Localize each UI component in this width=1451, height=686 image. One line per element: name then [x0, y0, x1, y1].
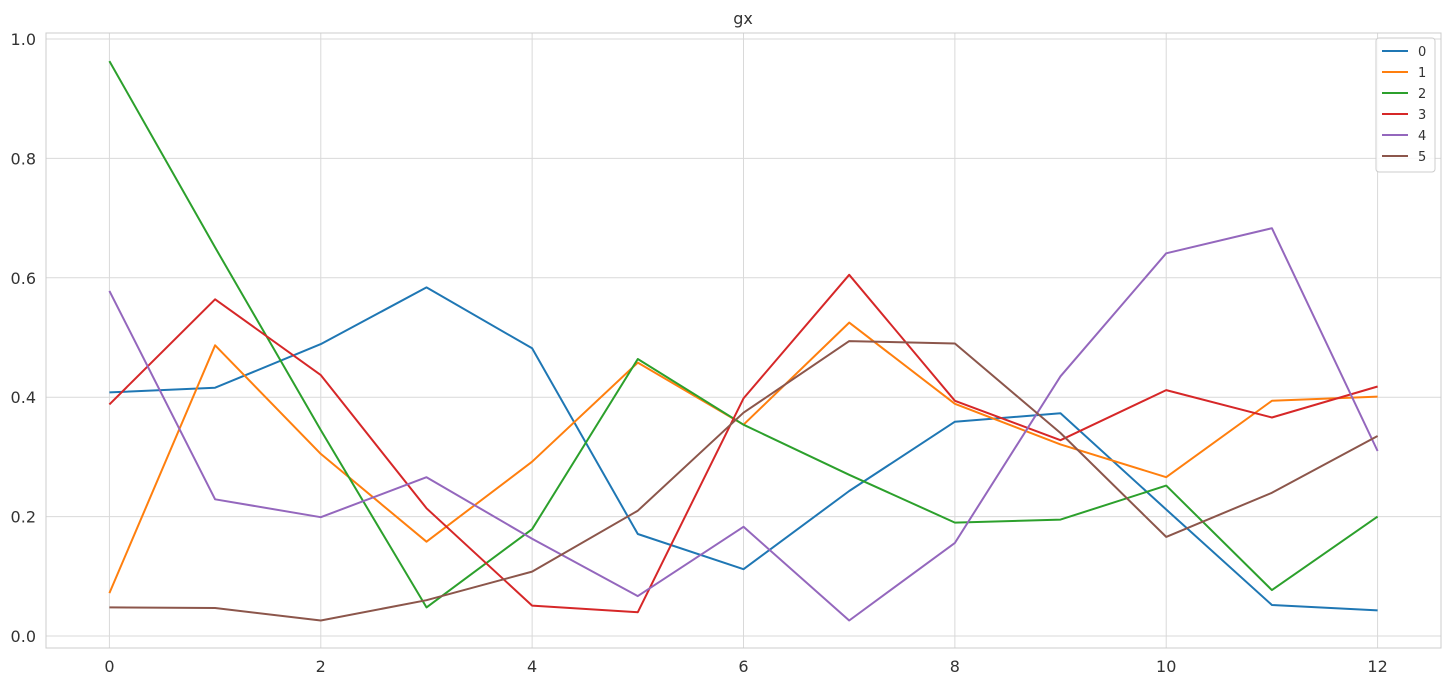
x-tick-label: 10: [1156, 657, 1176, 676]
legend-label: 3: [1418, 108, 1426, 123]
x-tick-label: 6: [738, 657, 748, 676]
legend: 0 1 2 3 4 5: [1375, 37, 1436, 173]
tick-labels: 0 2 4 6 8 10 12 0.0 0.2 0.4 0.6 0.8 1.0: [11, 30, 1388, 676]
grid-lines: [46, 33, 1441, 648]
series-lines: [108, 60, 1379, 622]
series-line-3: [108, 273, 1378, 614]
plot-frame: [45, 32, 1442, 649]
y-tick-label: 0.6: [11, 269, 36, 288]
legend-label: 0: [1418, 45, 1426, 60]
series-line-0: [109, 286, 1378, 612]
legend-label: 1: [1418, 66, 1426, 81]
legend-label: 4: [1418, 129, 1426, 144]
y-tick-label: 1.0: [11, 30, 36, 49]
series-line-2: [108, 60, 1379, 609]
legend-label: 2: [1418, 87, 1426, 102]
chart-title: gx: [733, 9, 753, 28]
x-tick-label: 8: [950, 657, 960, 676]
x-tick-label: 0: [104, 657, 114, 676]
y-tick-label: 0.0: [11, 627, 36, 646]
x-tick-label: 2: [316, 657, 326, 676]
y-tick-label: 0.8: [11, 149, 36, 168]
series-line-4: [108, 227, 1379, 622]
y-tick-label: 0.4: [11, 388, 36, 407]
series-line-5: [109, 340, 1379, 622]
x-tick-label: 12: [1367, 657, 1387, 676]
legend-label: 5: [1418, 150, 1426, 165]
y-tick-label: 0.2: [11, 508, 36, 527]
x-tick-label: 4: [527, 657, 537, 676]
